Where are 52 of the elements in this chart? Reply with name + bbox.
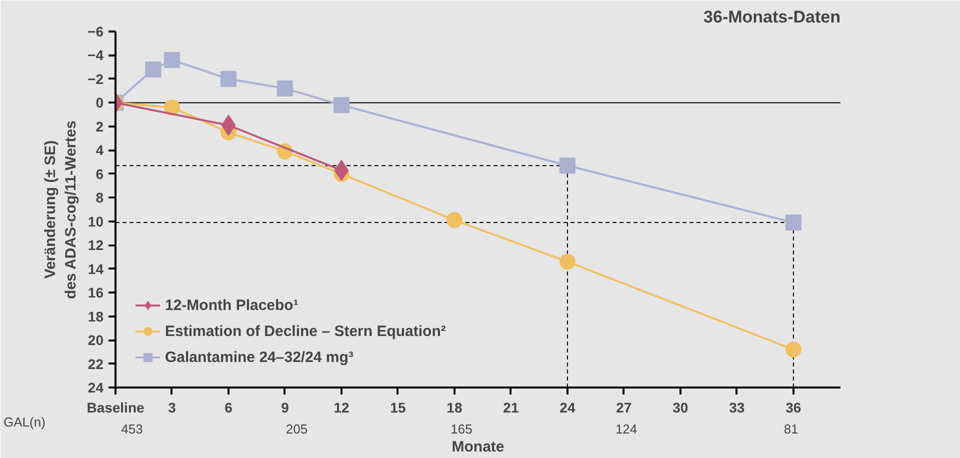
legend-label: Estimation of Decline – Stern Equation² [165,322,446,340]
y-tick-label: 6 [96,166,104,182]
x-tick-label: 24 [560,400,576,416]
x-tick-label: 18 [446,400,462,416]
text: 81 [784,422,798,436]
point [145,61,162,78]
point [276,80,293,96]
y-tick-label: −6 [88,24,104,40]
y-tick-label: 16 [88,284,104,301]
x-tick-label: 36 [786,400,802,416]
point [164,52,180,68]
x-tick-label: 12 [334,400,350,416]
y-tick-label: 12 [88,237,104,254]
point [559,158,576,174]
x-tick-label: 27 [616,400,632,416]
text: 165 [450,422,472,436]
x-tick-label: 9 [281,400,290,416]
y-tick-label: 18 [88,308,104,324]
x-axis-title: Monate [452,438,504,456]
text: 124 [615,422,638,436]
point [220,70,236,87]
x-tick-label: 33 [729,400,745,416]
x-tick-label: Baseline [86,400,145,416]
point [333,97,350,114]
x-tick-label: 6 [224,400,233,416]
y-tick-label: 10 [88,213,104,230]
legend-label: 12-Month Placebo¹ [165,296,298,314]
text: GAL(n) [4,414,46,430]
text: 205 [286,422,308,436]
point [164,99,180,116]
y-tick-label: 22 [88,356,104,372]
point [446,212,462,228]
text: 453 [121,422,143,436]
y-tick-label: 24 [88,380,104,396]
y-tick-label: 14 [88,260,104,277]
chart-title: 36-Monats-Daten [704,8,841,26]
y-tick-label: 8 [96,190,104,206]
x-tick-label: 21 [503,400,519,416]
legend-label: Galantamine 24–32/24 mg³ [165,348,354,366]
y-tick-label: −4 [88,47,104,64]
y-tick-label: 0 [96,94,104,111]
point [785,342,802,358]
y-tick-label: 4 [96,142,104,158]
y-tick-label: 20 [88,332,104,348]
y-tick-label: −2 [88,70,104,87]
point [785,214,802,231]
point [559,254,576,270]
x-tick-label: 15 [390,400,406,416]
x-tick-label: 3 [168,400,176,416]
x-tick-label: 30 [672,400,688,416]
y-tick-label: 2 [96,118,104,134]
y-axis-title: Veränderung (± SE) des ADAS-cog/11-Wertes [42,120,80,299]
